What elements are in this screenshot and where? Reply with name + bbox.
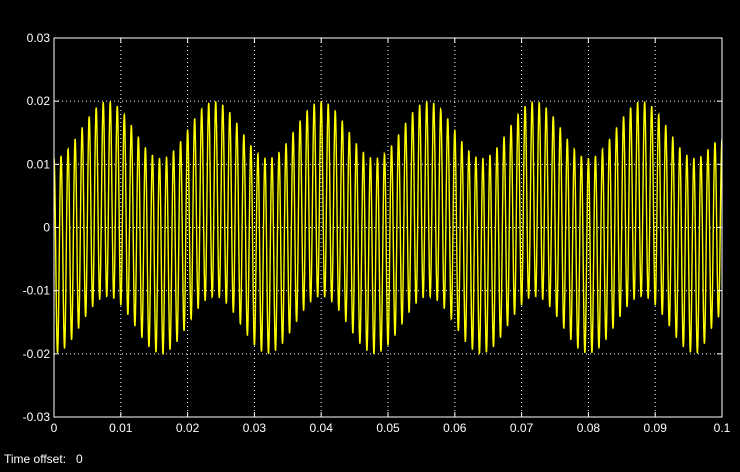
y-tick-label: 0.02: [27, 94, 51, 108]
x-tick-label: 0.02: [176, 421, 200, 435]
y-tick-label: -0.03: [23, 410, 51, 424]
signal-trace: [54, 101, 722, 356]
x-tick-label: 0: [51, 421, 58, 435]
time-offset-value: 0: [76, 452, 83, 466]
x-tick-labels: 0 0.01 0.02 0.03 0.04 0.05 0.06 0.07 0.08 0.09 0.1: [51, 421, 731, 435]
x-tick-label: 0.1: [714, 421, 731, 435]
time-offset-label: Time offset:: [4, 452, 67, 466]
x-tick-label: 0.06: [443, 421, 467, 435]
y-tick-label: 0.03: [27, 31, 51, 45]
x-tick-label: 0.04: [310, 421, 334, 435]
y-tick-label: -0.01: [23, 284, 51, 298]
x-tick-label: 0.05: [376, 421, 400, 435]
y-tick-label: 0: [43, 221, 50, 235]
x-tick-label: 0.03: [243, 421, 267, 435]
tick-marks: [53, 37, 723, 418]
x-tick-label: 0.07: [510, 421, 534, 435]
y-tick-label: -0.02: [23, 347, 51, 361]
y-tick-label: 0.01: [27, 157, 51, 171]
x-tick-label: 0.08: [577, 421, 601, 435]
x-tick-label: 0.09: [644, 421, 668, 435]
time-offset-readout: Time offset: 0: [4, 452, 83, 470]
trace-layer: [54, 101, 722, 356]
y-tick-labels: 0.03 0.02 0.01 0 -0.01 -0.02 -0.03: [23, 31, 51, 424]
x-tick-label: 0.01: [109, 421, 133, 435]
